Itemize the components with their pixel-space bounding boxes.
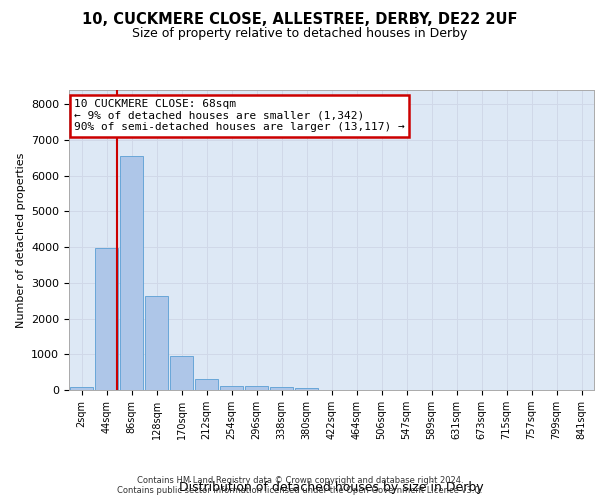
Bar (145, 296, 169, 390)
Bar (220, 386, 244, 390)
Text: 10, CUCKMERE CLOSE, ALLESTREE, DERBY, DE22 2UF: 10, CUCKMERE CLOSE, ALLESTREE, DERBY, DE… (82, 12, 518, 28)
Bar (194, 380, 218, 390)
Text: 10 CUCKMERE CLOSE: 68sqm
← 9% of detached houses are smaller (1,342)
90% of semi: 10 CUCKMERE CLOSE: 68sqm ← 9% of detache… (74, 99, 405, 132)
Bar (295, 388, 319, 390)
Y-axis label: Number of detached properties: Number of detached properties (16, 152, 26, 328)
Text: Contains HM Land Registry data © Crown copyright and database right 2024.
Contai: Contains HM Land Registry data © Crown c… (118, 476, 482, 495)
Bar (245, 386, 268, 390)
Bar (70, 387, 94, 390)
Bar (119, 156, 143, 390)
Bar (95, 248, 118, 390)
Bar (269, 387, 293, 390)
Bar (170, 356, 193, 390)
X-axis label: Distribution of detached houses by size in Derby: Distribution of detached houses by size … (179, 481, 484, 494)
Text: Size of property relative to detached houses in Derby: Size of property relative to detached ho… (133, 28, 467, 40)
